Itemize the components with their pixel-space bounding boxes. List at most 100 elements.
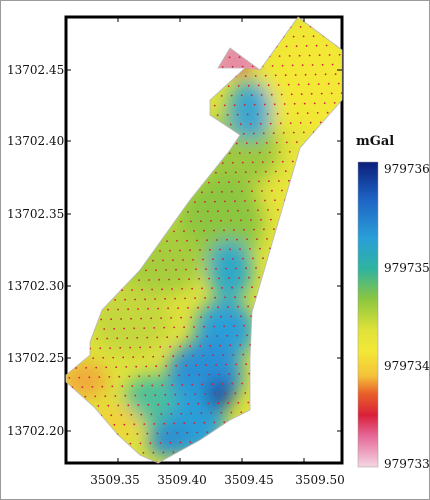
station-point [289,122,292,124]
station-point [84,395,87,398]
station-point [106,337,109,340]
station-point [221,66,224,68]
station-point [234,296,237,299]
station-point [221,287,224,289]
station-point [227,306,230,308]
station-point [256,238,258,241]
station-point [233,104,236,107]
station-point [174,393,177,396]
station-point [278,55,281,57]
station-point [160,317,163,319]
station-point [196,335,199,338]
station-point [228,373,231,376]
station-point [194,393,197,395]
station-point [105,366,108,369]
station-point [292,131,295,134]
color-legend: mGal 979736 979735 979734 979733 [356,134,430,471]
station-point [222,354,225,356]
station-point [138,375,141,378]
station-point [184,297,187,300]
station-point [187,211,189,213]
station-point [219,344,222,347]
station-point [316,112,319,114]
station-point [278,151,281,154]
station-point [98,376,101,378]
station-point [225,363,228,366]
station-point [210,316,213,318]
station-point [186,431,189,434]
station-point [206,335,209,338]
legend-color-bar [357,161,379,468]
station-point [235,142,238,145]
station-point [286,112,289,115]
station-point [262,132,265,135]
station-point [239,123,242,126]
station-point [78,376,81,379]
station-point [262,257,264,260]
station-point [159,442,162,444]
station-point [159,250,161,252]
station-point [268,151,271,154]
station-point [211,191,213,194]
station-point [175,364,178,367]
station-point [193,326,196,328]
station-point [191,287,194,290]
station-point [207,402,210,405]
station-point [176,240,178,242]
station-point [154,298,157,300]
station-point [227,85,230,87]
station-point [221,162,224,165]
station-point [229,123,232,126]
station-point [114,299,116,301]
station-point [159,346,162,348]
station-point [167,403,170,406]
station-point [201,287,204,290]
station-point [100,318,103,321]
station-point [271,161,274,163]
station-point [166,336,169,339]
station-point [243,324,246,327]
station-point [217,210,219,213]
station-point [248,372,251,375]
station-point [330,92,333,95]
station-point [189,345,192,348]
station-point [142,356,145,358]
station-point [96,337,99,340]
station-point [169,345,172,348]
station-point [131,385,134,387]
station-point [140,413,143,416]
station-point [184,393,187,396]
station-point [212,258,214,261]
station-point [183,326,186,329]
station-point [130,413,133,416]
station-point [224,200,226,203]
station-point [178,278,181,281]
station-point [207,306,210,309]
x-axis: 3509.35 3509.40 3509.45 3509.50 [90,17,345,487]
station-point [246,334,249,337]
station-point [152,355,155,358]
station-point [110,318,112,321]
station-point [240,411,243,414]
station-point [274,170,277,173]
station-point [172,259,174,262]
station-point [132,356,135,358]
station-point [109,347,112,349]
station-point [227,402,230,404]
station-point [200,316,203,319]
station-point [266,113,269,115]
survey-boundary [65,16,343,464]
station-point [203,325,206,328]
station-point [224,296,227,299]
station-point [142,452,145,454]
station-point [283,103,286,105]
station-point [260,94,263,96]
station-point [243,228,245,231]
station-point [190,412,193,415]
station-point [236,334,239,337]
station-point [164,297,167,300]
station-point [107,404,110,407]
x-tick-label: 3509.45 [224,473,274,487]
station-point [218,277,220,280]
station-point [108,376,111,378]
